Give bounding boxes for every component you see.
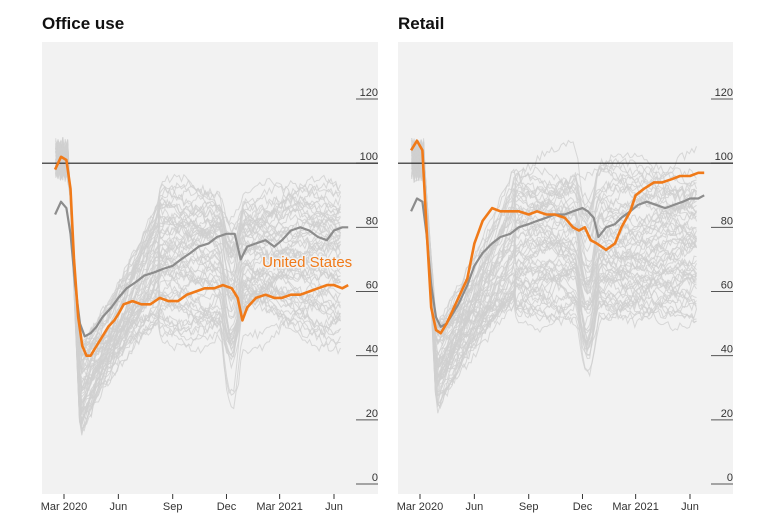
country-line (55, 147, 341, 357)
country-line (411, 147, 697, 382)
y-tick-label: 0 (727, 472, 733, 484)
country-line (411, 138, 697, 404)
country-line (55, 144, 341, 407)
x-tick-label: Mar 2020 (397, 501, 443, 513)
panel-title: Office use (42, 14, 124, 33)
country-line (55, 144, 341, 403)
x-tick-label: Jun (465, 501, 483, 513)
country-line (411, 143, 697, 343)
series-line-united-states (53, 155, 349, 358)
panel-background (398, 42, 733, 494)
country-line (55, 139, 341, 436)
series-line-median (410, 194, 705, 328)
x-tick-label: Dec (217, 501, 237, 513)
country-line (55, 145, 341, 364)
country-line (55, 142, 341, 383)
country-line (55, 150, 341, 435)
y-tick-label: 80 (366, 215, 378, 227)
country-line (55, 141, 341, 371)
y-tick-label: 100 (715, 151, 733, 163)
x-tick-label: Jun (325, 501, 343, 513)
series-line-united-states (409, 139, 705, 335)
country-line (411, 140, 697, 334)
x-tick-label: Mar 2021 (256, 501, 302, 513)
country-line (411, 144, 697, 343)
y-tick-label: 20 (366, 408, 378, 420)
country-line (411, 148, 697, 372)
y-tick-label: 60 (721, 280, 733, 292)
country-line (411, 137, 697, 329)
x-tick-label: Jun (109, 501, 127, 513)
country-line (411, 141, 697, 393)
country-line (411, 143, 697, 401)
country-line (55, 142, 341, 371)
y-tick-label: 20 (721, 408, 733, 420)
y-tick-label: 60 (366, 280, 378, 292)
series-line-median (54, 200, 349, 338)
country-line (55, 144, 341, 406)
y-tick-label: 120 (715, 87, 733, 99)
country-line (55, 148, 341, 362)
y-tick-label: 80 (721, 215, 733, 227)
y-tick-label: 40 (366, 344, 378, 356)
country-line (411, 150, 697, 356)
panel-title: Retail (398, 14, 444, 33)
country-line (55, 147, 341, 404)
country-line (55, 151, 341, 414)
country-line (55, 155, 341, 389)
country-line (411, 143, 697, 405)
series-label: United States (262, 254, 352, 271)
y-tick-label: 120 (360, 87, 378, 99)
country-line (411, 154, 697, 378)
chart-panel: Office use 0 20 40 60 80 100 120 United States Ma… (41, 14, 378, 513)
country-line (55, 154, 341, 390)
background-lines (411, 137, 697, 414)
x-tick-label: Mar 2021 (612, 501, 658, 513)
country-line (55, 142, 341, 432)
x-tick-label: Mar 2020 (41, 501, 87, 513)
country-line (411, 156, 697, 336)
y-tick-label: 0 (372, 472, 378, 484)
x-tick-label: Dec (573, 501, 593, 513)
country-line (55, 158, 341, 425)
country-line (411, 139, 697, 385)
y-tick-label: 100 (360, 151, 378, 163)
x-tick-label: Sep (163, 501, 183, 513)
chart-panel: Retail 0 20 40 60 80 100 120 Mar 2020 Jun Sep Dec Ma… (397, 14, 733, 513)
y-tick-label: 40 (721, 344, 733, 356)
x-tick-label: Sep (519, 501, 539, 513)
x-tick-label: Jun (681, 501, 699, 513)
country-line (411, 141, 697, 361)
country-line (55, 146, 341, 373)
country-line (411, 150, 697, 383)
